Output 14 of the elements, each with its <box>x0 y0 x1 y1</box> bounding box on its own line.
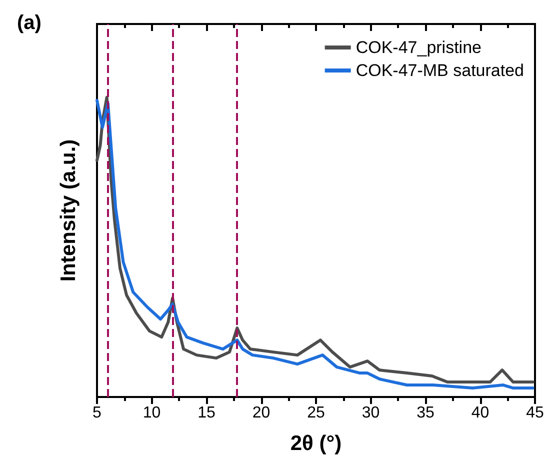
legend-label: COK-47-MB saturated <box>356 61 524 80</box>
x-tick-label: 30 <box>362 404 380 422</box>
x-tick-label: 5 <box>92 404 102 422</box>
x-tick-label: 40 <box>471 404 490 422</box>
y-axis-title: Intensity (a.u.) <box>57 139 80 282</box>
legend-label: COK-47_pristine <box>356 38 482 57</box>
x-tick-label: 45 <box>526 404 544 422</box>
x-tick-label: 15 <box>198 404 216 422</box>
x-axis-title: 2θ (°) <box>290 432 342 455</box>
x-tick-label: 20 <box>252 404 270 422</box>
x-tick-label: 10 <box>142 404 161 422</box>
chart-title: (a) <box>17 12 42 34</box>
x-tick-label: 35 <box>416 404 434 422</box>
x-tick-label: 25 <box>307 404 325 422</box>
